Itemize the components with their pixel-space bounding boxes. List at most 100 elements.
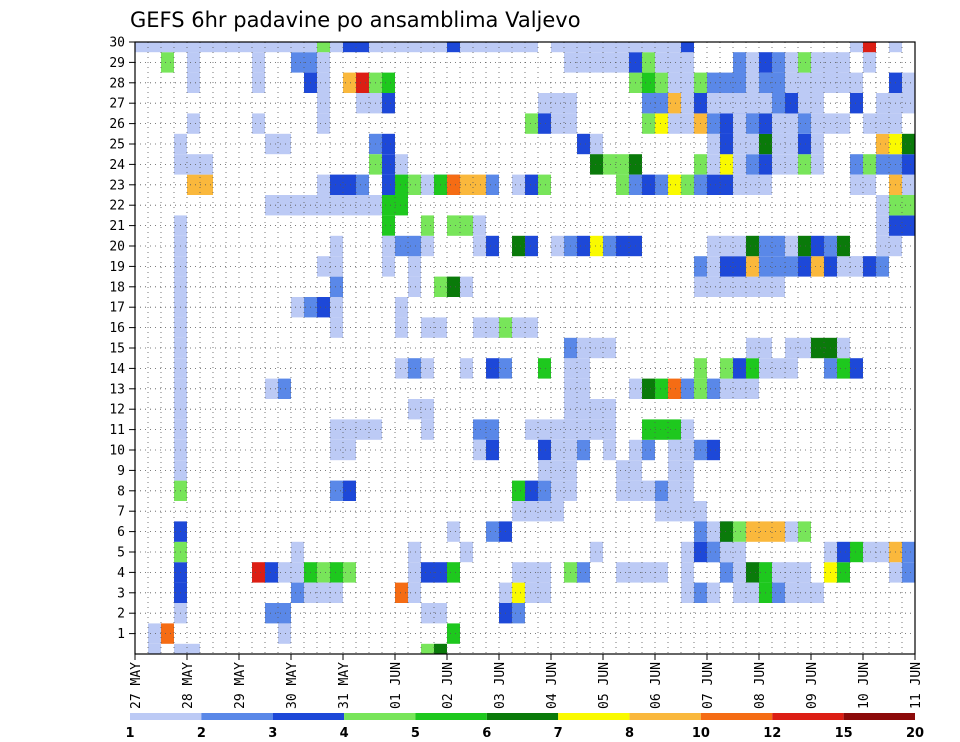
heatmap-cell [902,154,915,175]
heatmap-cell [707,113,720,134]
heatmap-cell [512,42,525,53]
heatmap-cell [317,113,330,134]
heatmap-cell [707,235,720,257]
heatmap-cell [681,72,694,93]
heatmap-cell [772,133,785,155]
heatmap-cell [330,317,343,338]
heatmap-cell [772,72,785,93]
x-tick-label: 29 MAY [233,662,248,709]
x-tick-label: 05 JUN [597,662,612,709]
heatmap-cell [512,317,525,338]
heatmap-cell [733,174,746,195]
heatmap-cell [616,460,629,481]
heatmap-cell [408,562,421,583]
heatmap-cell [408,582,421,603]
heatmap-cell [603,419,616,440]
heatmap-cell [902,93,915,114]
heatmap-cell [525,113,538,134]
heatmap-cell [798,521,811,542]
heatmap-cell [161,42,174,53]
heatmap-cell [395,317,408,338]
heatmap-cell [785,93,798,114]
x-tick-label: 08 JUN [753,662,768,709]
heatmap-cell [330,256,343,277]
heatmap-cell [733,256,746,277]
heatmap-cell [603,52,616,73]
heatmap-cell [538,419,551,440]
heatmap-cell [382,42,395,53]
heatmap-cell [460,174,473,195]
heatmap-cell [733,113,746,134]
heatmap-cell [291,297,304,318]
heatmap-cell [811,52,824,73]
heatmap-cell [733,133,746,155]
heatmap-cell [863,154,876,175]
colorbar-label: 1 [125,726,134,741]
heatmap-cell [538,358,551,379]
heatmap-cell [330,42,343,53]
heatmap-cell [382,195,395,216]
heatmap-cell [356,174,369,195]
heatmap-cell [421,643,434,654]
heatmap-cell [330,195,343,216]
heatmap-cell [551,113,564,134]
heatmap-cell [785,235,798,257]
heatmap-cell [642,562,655,583]
heatmap-cell [577,419,590,440]
y-tick-label: 1 [117,627,125,642]
heatmap-cell [317,42,330,53]
heatmap-cell [720,358,733,379]
heatmap-cell [434,643,447,654]
colorbar-label: 8 [625,726,634,741]
heatmap-cell [408,399,421,420]
heatmap-cell [850,72,863,93]
heatmap-cell [798,133,811,155]
heatmap-cell [811,113,824,134]
heatmap-cell [343,480,356,501]
heatmap-cell [408,174,421,195]
heatmap-cell [616,174,629,195]
heatmap-cell [720,378,733,399]
heatmap-cell [330,439,343,461]
y-tick-label: 15 [109,342,125,357]
x-tick-label: 11 JUN [909,662,924,709]
heatmap-cell [291,582,304,603]
heatmap-cell [681,562,694,583]
heatmap-cell [577,378,590,399]
y-tick-label: 7 [117,505,125,520]
x-tick-label: 31 MAY [337,662,352,709]
y-tick-label: 6 [117,525,125,540]
y-tick-label: 26 [109,117,125,132]
heatmap-cell [642,174,655,195]
heatmap-cell [668,378,681,399]
heatmap-cell [720,113,733,134]
heatmap-cell [551,419,564,440]
colorbar-label: 5 [411,726,420,741]
y-tick-label: 13 [109,382,125,397]
heatmap-cell [603,399,616,420]
heatmap-cell [382,133,395,155]
heatmap-cell [187,52,200,73]
heatmap-cell [707,378,720,399]
colorbar-swatch [629,713,701,720]
heatmap-cell [798,113,811,134]
heatmap-cell [642,93,655,114]
heatmap-cell [538,501,551,522]
heatmap-cell [317,582,330,603]
heatmap-cell [720,154,733,175]
heatmap-cell [902,174,915,195]
heatmap-cell [512,582,525,603]
heatmap-cell [369,42,382,53]
heatmap-cell [772,52,785,73]
heatmap-cell [603,439,616,461]
heatmap-cell [681,439,694,461]
heatmap-cell [616,52,629,73]
heatmap-cell [837,562,850,583]
heatmap-cell [577,439,590,461]
heatmap-cell [330,235,343,257]
x-tick-label: 07 JUN [701,662,716,709]
heatmap-cell [551,42,564,53]
heatmap-cell [681,582,694,603]
heatmap-cell [278,603,291,624]
y-tick-label: 3 [117,586,125,601]
